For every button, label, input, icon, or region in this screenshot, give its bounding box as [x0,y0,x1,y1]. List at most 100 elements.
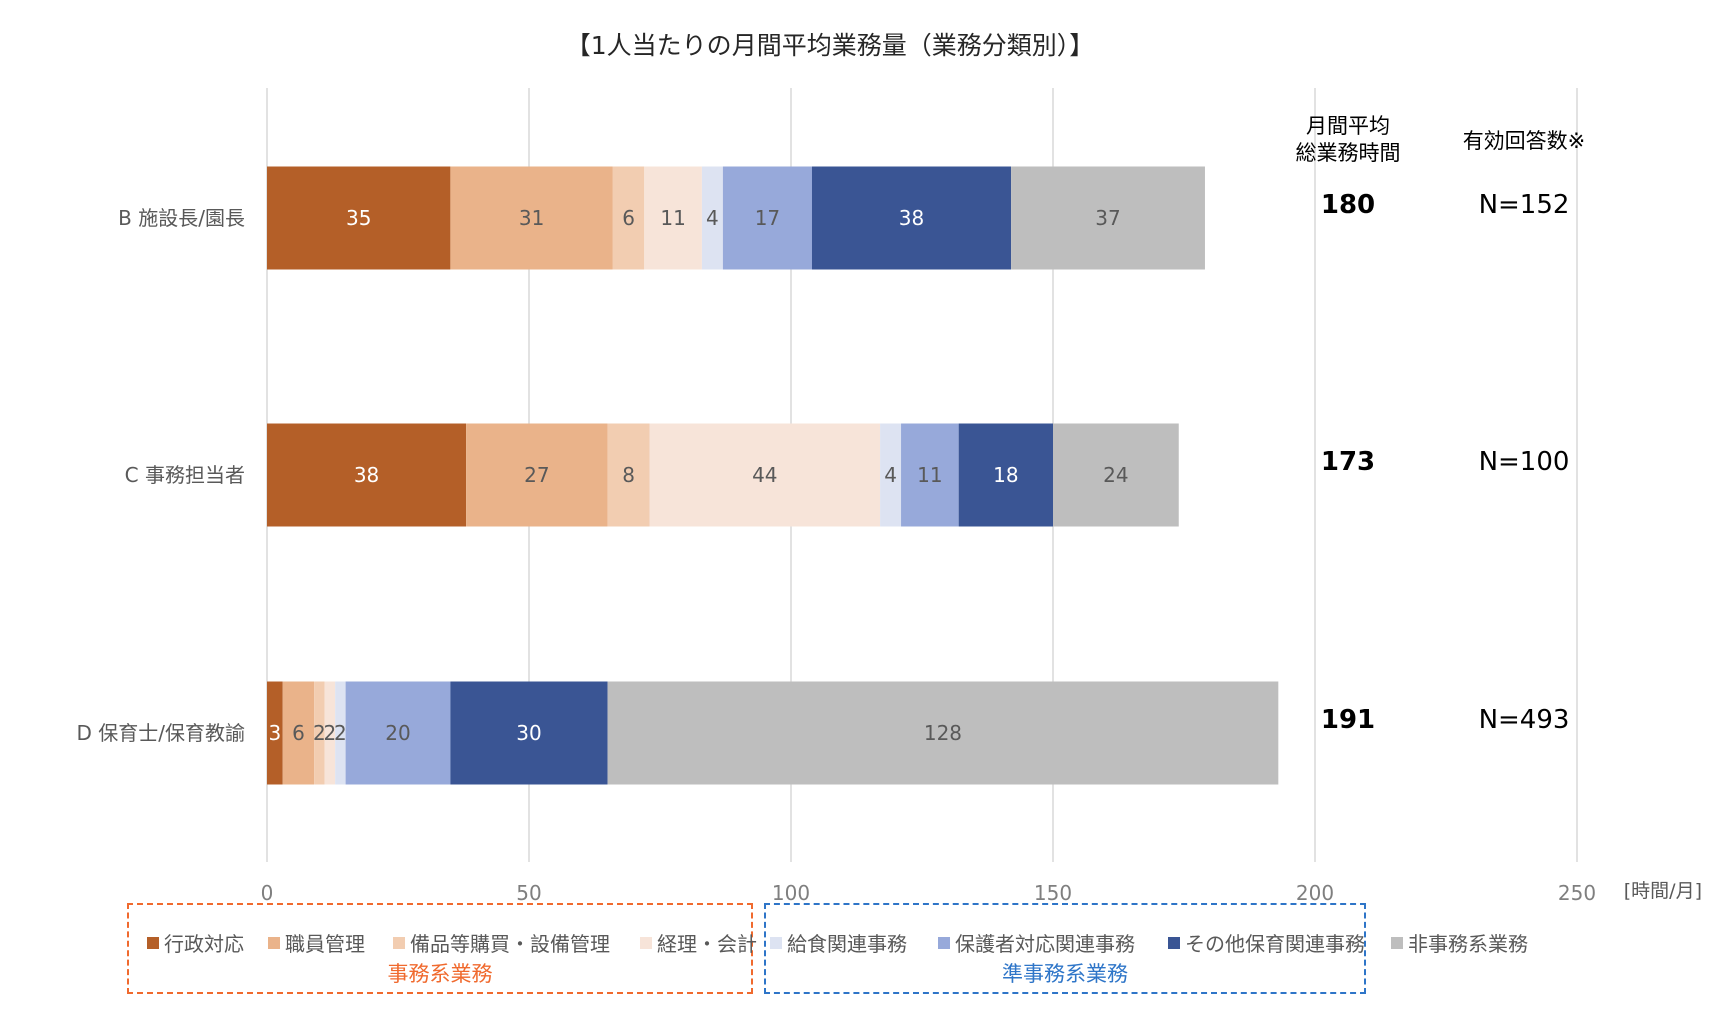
legend-label: 保護者対応関連事務 [955,932,1135,956]
category-label: D 保育士/保育教諭 [77,721,246,745]
x-tick-label: 200 [1296,881,1334,905]
bar-segment [450,166,613,270]
x-tick-label: 100 [772,881,810,905]
legend-label: 非事務系業務 [1408,932,1528,956]
bar-data-label: 128 [924,721,962,745]
bar-segment [958,423,1053,527]
bar-data-label: 2 [313,721,326,745]
total-hours-value: 173 [1321,447,1375,477]
bar-data-label: 4 [706,206,719,230]
x-axis-unit: [時間/月] [1624,880,1702,902]
bar-segment [1053,423,1179,527]
bar-data-label: 8 [622,463,635,487]
response-count-value: N=493 [1479,705,1570,735]
bar-segment [466,423,608,527]
bar-data-label: 6 [292,721,305,745]
bar-data-label: 2 [334,721,347,745]
bar-segment [345,681,451,785]
bar-data-label: 17 [755,206,780,230]
bar-segment [880,423,902,527]
total-hours-value: 180 [1321,190,1375,220]
bar-segment [267,166,451,270]
legend-swatch [938,936,950,949]
bar-segment [314,681,325,785]
x-tick-label: 50 [516,881,541,905]
legend-group-label-junjimu: 準事務系業務 [1002,962,1128,986]
legend-group-box-junjimu [764,903,1366,994]
bar-segment [324,681,336,785]
bars-group [267,166,1279,785]
legend-label: 経理・会計 [657,932,757,956]
legend-swatch [393,936,405,949]
bar-segment [267,423,467,527]
legend-label: その他保育関連事務 [1185,932,1365,956]
legend-swatch [147,936,159,949]
bar-data-label: 31 [519,206,544,230]
response-count-value: N=152 [1479,190,1570,220]
response-count-value: N=100 [1479,447,1570,477]
x-tick-label: 0 [261,881,274,905]
legend-group-box-jimu [127,903,753,994]
legend-group-label-jimu: 事務系業務 [387,962,493,986]
legend-item: 経理・会計 [640,928,757,957]
bar-segment [267,681,283,785]
legend-label: 備品等購買・設備管理 [410,932,610,956]
category-label: B 施設長/園長 [118,206,245,230]
legend-swatch [640,936,652,949]
bar-segment [607,423,650,527]
bar-data-label: 3 [268,721,281,745]
legend-item: 備品等購買・設備管理 [393,928,610,957]
bar-data-label: 6 [622,206,635,230]
bar-data-label: 44 [752,463,777,487]
legend-swatch [1168,936,1180,949]
bar-data-label: 24 [1103,463,1128,487]
bar-data-label: 4 [884,463,897,487]
legend-item: 職員管理 [268,928,365,957]
bar-data-label: 35 [346,206,371,230]
bar-segment [1011,166,1205,270]
column-header: 有効回答数※ [1463,129,1586,153]
total-hours-value: 191 [1321,705,1375,735]
legend-swatch [1391,936,1403,949]
legend-label: 行政対応 [164,932,244,956]
category-label: C 事務担当者 [125,463,245,487]
bar-segment [282,681,315,785]
bar-data-label: 2 [324,721,337,745]
column-header: 月間平均 [1306,114,1390,138]
bar-data-label: 11 [660,206,685,230]
bar-data-label: 38 [354,463,379,487]
bar-segment [644,166,702,270]
chart-title: 【1人当たりの月間平均業務量（業務分類別）】 [566,31,1094,60]
bar-data-label: 18 [993,463,1018,487]
bar-data-label: 20 [385,721,410,745]
legend-item: その他保育関連事務 [1168,928,1365,957]
column-header: 総業務時間 [1296,141,1401,165]
legend-item: 非事務系業務 [1391,928,1528,957]
legend-item: 保護者対応関連事務 [938,928,1135,957]
legend: 行政対応 職員管理 備品等購買・設備管理 経理・会計 給食関連事務 保護者対応関連事務 その… [0,928,1718,958]
legend-label: 給食関連事務 [787,932,907,956]
legend-item: 行政対応 [147,928,244,957]
bar-segment [450,681,608,785]
bar-segment [722,166,812,270]
bar-data-label: 38 [899,206,924,230]
bar-data-label: 27 [524,463,549,487]
legend-swatch [268,936,280,949]
legend-label: 職員管理 [285,932,365,956]
bar-segment [612,166,645,270]
bar-data-label: 30 [516,721,541,745]
bar-data-label: 37 [1095,206,1120,230]
bar-segment [901,423,959,527]
bar-segment [701,166,723,270]
x-tick-label: 250 [1558,881,1596,905]
bar-segment [335,681,346,785]
legend-item: 給食関連事務 [770,928,907,957]
legend-swatch [770,936,782,949]
bar-segment [649,423,881,527]
bar-segment [607,681,1279,785]
bar-segment [811,166,1012,270]
x-tick-label: 150 [1034,881,1072,905]
